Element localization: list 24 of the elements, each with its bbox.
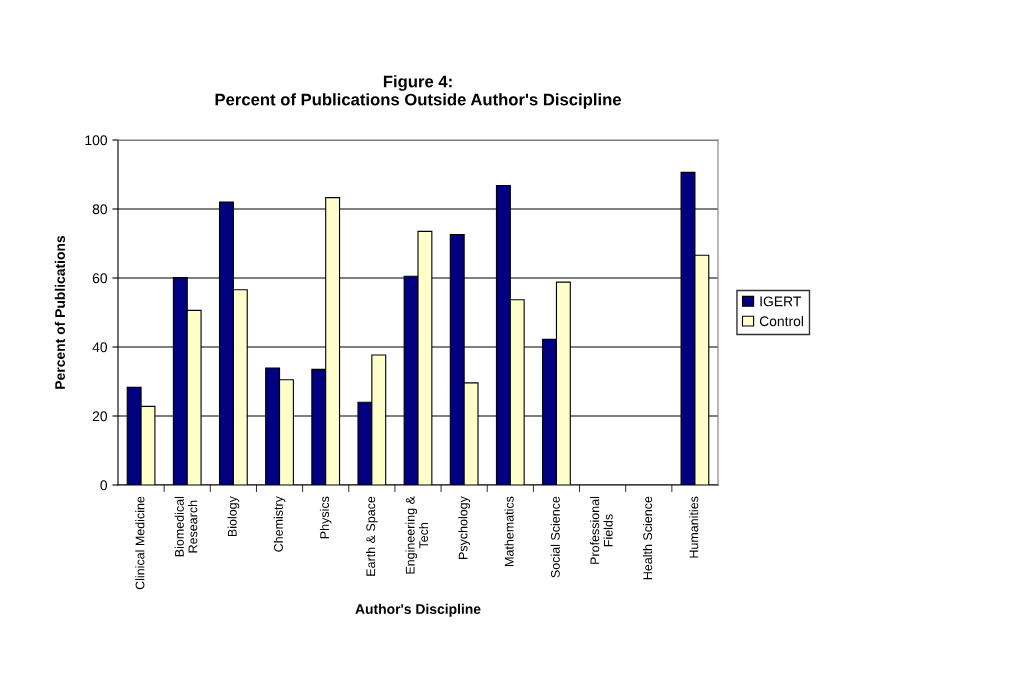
x-tick-label: Earth & Space xyxy=(366,496,378,576)
chart-title: Figure 4: Percent of Publications Outside Author's Discipline xyxy=(215,75,621,109)
x-axis-title: Author's Discipline xyxy=(355,603,481,617)
y-tick-label: 100 xyxy=(85,135,108,146)
x-tick-label: Humanities xyxy=(689,496,699,558)
y-tick-label: 20 xyxy=(92,411,108,422)
y-tick-label: 0 xyxy=(100,480,108,491)
x-tick-label: Engineering & Tech xyxy=(405,496,429,574)
x-tick-label: Mathematics xyxy=(504,496,514,566)
x-tick-label: Biology xyxy=(227,496,240,537)
x-tick-label: Physics xyxy=(319,496,332,539)
x-tick-label: Biomedical Research xyxy=(174,496,198,557)
x-tick-label: Professional Fields xyxy=(590,496,613,564)
x-tick-label: Social Science xyxy=(550,496,560,578)
y-axis-title: Percent of Publications xyxy=(54,235,65,389)
legend-label: IGERT xyxy=(760,296,802,307)
x-tick-label: Chemistry xyxy=(273,496,286,552)
y-tick-label: 80 xyxy=(92,204,108,215)
x-tick-label: Clinical Medicine xyxy=(135,496,145,590)
y-tick-label: 60 xyxy=(92,273,108,284)
x-tick-label: Health Science xyxy=(642,496,653,580)
x-tick-label: Psychology xyxy=(458,496,470,560)
y-tick-label: 40 xyxy=(92,342,108,353)
legend-label: Control xyxy=(759,315,804,327)
